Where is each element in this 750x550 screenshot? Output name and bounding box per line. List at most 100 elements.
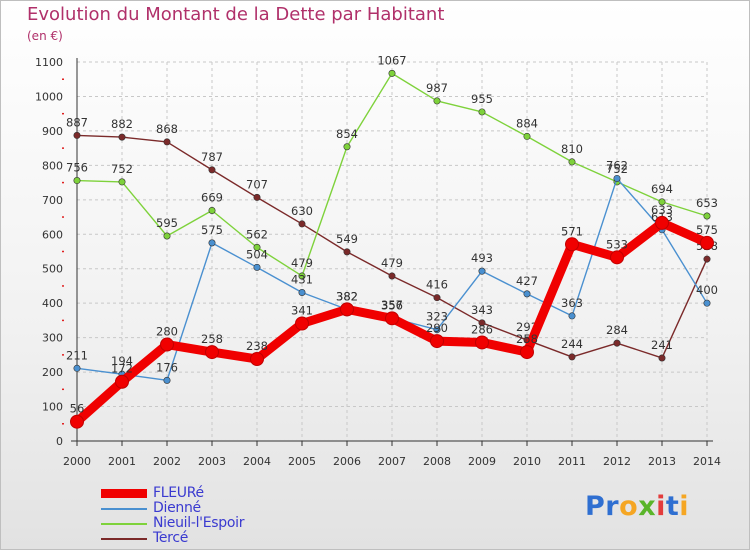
data-label: 633 [651,203,673,217]
legend-swatch-nieuil [101,523,147,525]
data-point [658,354,666,362]
data-label: 887 [66,115,88,129]
data-label: 694 [651,182,673,196]
data-point [253,263,261,271]
y-tick-label: 900 [42,125,63,138]
legend-swatch-dienne [101,508,147,510]
logo-letter: o [619,491,639,522]
y-tick-label: 1100 [35,56,63,69]
data-label: 244 [561,337,583,351]
legend-item-dienne: Dienné [101,500,301,517]
series-3: 56 172 280 258 238 341 382 356 290 286 258 571 533 63… [70,203,718,429]
data-label: 241 [651,338,673,352]
series-2: 211 194 176 575 504 431 382 357 323 493 427 363 762 6… [66,158,718,384]
data-label: 504 [246,247,268,261]
y-tick-label: 200 [42,366,63,379]
data-point [298,220,306,228]
chart-unit: (en €) [27,29,63,43]
logo-letter: i [679,491,690,522]
data-point [298,289,306,297]
legend-label-fleure: FLEURé [153,485,204,501]
legend-item-fleure: FLEURé [101,485,301,502]
data-point [160,337,174,352]
series-1: 756 752 595 669 562 479 854 1067 987 955 884 810 752… [66,53,718,280]
data-label: 882 [111,117,133,131]
y-tick-label: 800 [42,159,63,172]
x-tick-label: 2003 [198,455,226,468]
data-point [73,177,81,185]
data-point [70,414,84,429]
data-label: 854 [336,127,358,141]
data-label: 787 [201,150,223,164]
data-point [340,302,354,317]
data-label: 575 [696,223,718,237]
legend-label-dienne: Dienné [153,500,201,516]
y-tick-label: 1000 [35,90,63,103]
data-point [208,166,216,174]
data-point [565,237,579,252]
data-point [250,351,264,366]
data-label: 258 [201,332,223,346]
x-tick-label: 2006 [333,455,361,468]
x-tick-label: 2005 [288,455,316,468]
x-tick-label: 2001 [108,455,136,468]
data-label: 575 [201,223,223,237]
x-tick-label: 2002 [153,455,181,468]
data-point [520,345,534,360]
logo-letter: x [638,491,657,522]
data-point [208,206,216,214]
data-label: 357 [381,298,403,312]
x-tick-label: 2013 [648,455,676,468]
chart-title: Evolution du Montant de la Dette par Hab… [27,4,445,25]
data-label: 762 [606,158,628,172]
x-tick-label: 2014 [693,455,721,468]
data-label: 323 [426,310,448,324]
data-point [388,69,396,77]
data-label: 343 [471,303,493,317]
data-point [298,272,306,280]
x-tick-label: 2011 [558,455,586,468]
data-point [523,132,531,140]
data-point [613,339,621,347]
data-point [73,364,81,372]
data-point [118,133,126,141]
x-tick-label: 2012 [603,455,631,468]
data-label: 290 [426,321,448,335]
data-label: 56 [70,402,85,416]
data-label: 752 [111,162,133,176]
data-label: 752 [606,162,628,176]
y-tick-label: 700 [42,194,63,207]
data-label: 286 [471,322,493,336]
legend-label-terce: Tercé [153,530,189,546]
data-point [295,316,309,331]
data-label: 211 [66,348,88,362]
data-label: 669 [201,190,223,204]
data-point [613,174,621,182]
data-label: 172 [111,362,133,376]
data-label: 756 [66,161,88,175]
data-label: 595 [156,216,178,230]
logo-letter: P [585,491,606,522]
data-label: 571 [561,224,583,238]
data-point [703,299,711,307]
data-point [523,290,531,298]
data-point [253,193,261,201]
data-point [703,212,711,220]
x-tick-label: 2007 [378,455,406,468]
data-label: 479 [291,256,313,270]
data-point [253,243,261,251]
data-label: 382 [336,289,358,303]
data-point [208,239,216,247]
y-tick-label: 600 [42,228,63,241]
data-label: 382 [336,289,358,303]
data-label: 400 [696,283,718,297]
data-label: 176 [156,360,178,374]
data-label: 630 [291,204,313,218]
data-label: 363 [561,296,583,310]
data-label: 653 [696,196,718,210]
data-label: 987 [426,81,448,95]
legend-item-terce: Tercé [101,530,301,547]
data-point [703,255,711,263]
data-label: 810 [561,142,583,156]
x-tick-label: 2008 [423,455,451,468]
